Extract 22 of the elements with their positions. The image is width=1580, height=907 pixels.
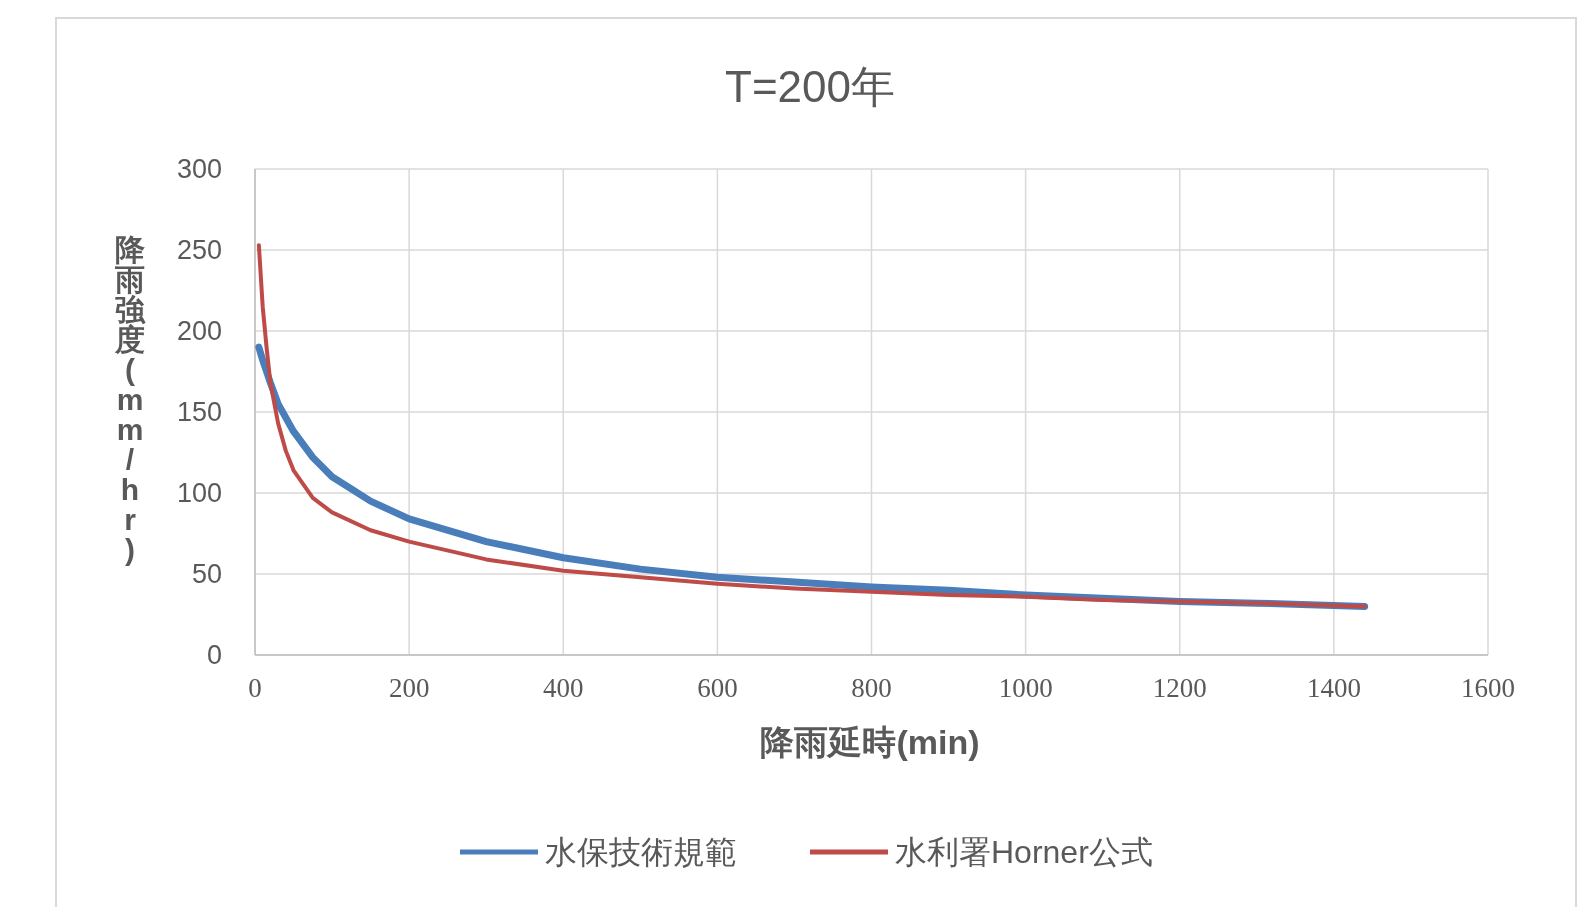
chart-title: T=200年: [725, 62, 895, 111]
y-tick-label: 300: [176, 154, 222, 184]
legend-label: 水保技術規範: [545, 834, 737, 870]
legend-label: 水利署Horner公式: [895, 834, 1153, 870]
text: 降雨強度(mm/hr): [115, 233, 145, 566]
y-tick-label: 200: [176, 316, 222, 346]
y-tick-label: 0: [206, 640, 222, 670]
x-tick-label: 600: [697, 673, 738, 703]
y-tick-label: 250: [176, 235, 222, 265]
x-tick-label: 800: [851, 673, 892, 703]
y-tick-label: 50: [191, 559, 222, 589]
x-tick-label: 1400: [1306, 673, 1361, 703]
x-tick-label: 1600: [1461, 673, 1515, 703]
x-tick-label: 1200: [1152, 673, 1207, 703]
y-tick-label: 150: [176, 397, 222, 427]
x-axis-title: 降雨延時(min): [760, 723, 980, 761]
x-tick-label: 1000: [998, 673, 1053, 703]
y-tick-label: 100: [176, 478, 222, 508]
x-tick-label: 400: [543, 673, 584, 703]
x-tick-label: 0: [248, 673, 262, 703]
line-series: [256, 243, 1367, 609]
x-tick-label: 200: [388, 673, 430, 703]
